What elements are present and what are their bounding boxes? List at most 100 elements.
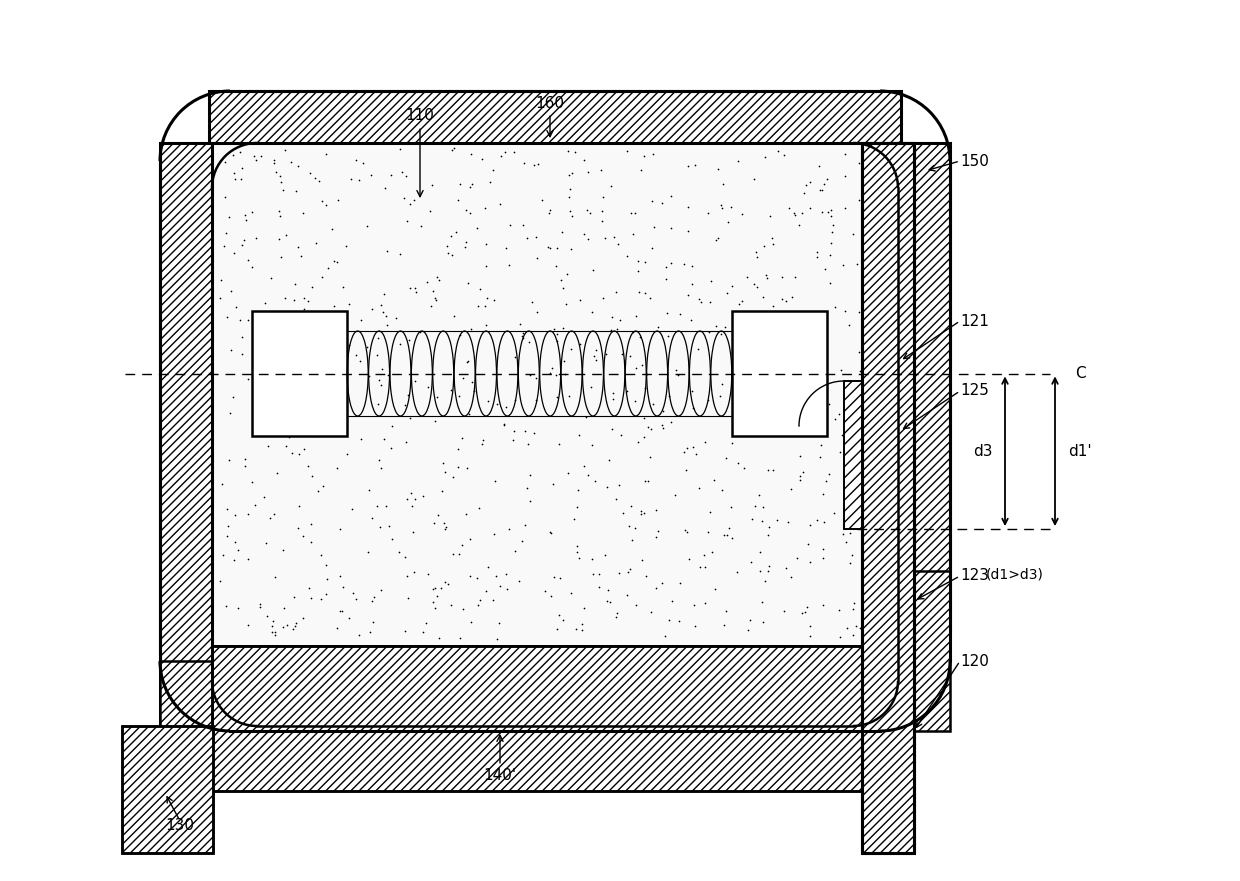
Point [677, 200, 697, 214]
Point [675, 445, 694, 459]
Point [820, 397, 839, 411]
Point [641, 422, 661, 436]
Point [288, 342, 308, 356]
Point [376, 500, 396, 514]
Point [476, 299, 496, 313]
Point [460, 180, 480, 194]
Point [365, 590, 384, 604]
Point [326, 424, 346, 438]
Point [578, 165, 598, 179]
Point [436, 521, 456, 535]
Point [312, 311, 332, 325]
Point [833, 258, 853, 272]
Point [800, 555, 820, 569]
Point [427, 589, 446, 603]
Point [794, 322, 813, 337]
Point [640, 450, 660, 464]
Point [425, 601, 445, 615]
Point [733, 206, 753, 220]
Point [729, 297, 749, 311]
Point [422, 299, 441, 313]
Point [872, 587, 892, 601]
Point [219, 453, 239, 467]
Point [394, 191, 414, 205]
Point [391, 143, 410, 157]
Point [773, 292, 792, 306]
Point [224, 166, 244, 180]
Point [419, 204, 439, 218]
Point [458, 355, 477, 369]
Point [579, 468, 599, 482]
Point [490, 616, 510, 630]
Point [610, 313, 630, 327]
Point [528, 157, 548, 171]
Point [371, 520, 391, 534]
Point [634, 411, 653, 425]
Point [560, 204, 580, 218]
Point [337, 447, 357, 461]
Point [498, 522, 518, 536]
Point [781, 570, 801, 584]
Point [252, 364, 272, 378]
Point [842, 404, 862, 418]
Point [642, 241, 662, 255]
Point [682, 384, 702, 398]
Point [635, 381, 655, 396]
Point [568, 484, 588, 498]
Point [807, 245, 827, 259]
Point [226, 508, 246, 522]
Point [277, 618, 296, 633]
Point [706, 319, 725, 333]
Point [402, 499, 422, 513]
Point [698, 206, 718, 220]
Point [831, 445, 851, 459]
Point [470, 593, 490, 607]
Point [712, 483, 732, 497]
Point [644, 397, 663, 411]
Text: 123: 123 [960, 568, 990, 583]
Point [275, 143, 295, 157]
Point [370, 374, 389, 388]
Point [808, 411, 828, 425]
Point [743, 512, 763, 526]
Point [232, 238, 252, 252]
Point [496, 241, 516, 255]
Point [224, 553, 244, 567]
Point [326, 621, 346, 635]
Point [312, 426, 332, 440]
Bar [898, 143, 950, 631]
Point [443, 248, 463, 263]
Point [246, 498, 265, 512]
Point [254, 490, 274, 504]
Point [857, 628, 877, 642]
Point [285, 340, 305, 354]
Point [880, 506, 900, 520]
Point [562, 209, 582, 223]
Point [425, 292, 445, 307]
Point [232, 347, 252, 361]
Point [254, 296, 274, 310]
Point [250, 149, 270, 163]
Point [593, 214, 613, 228]
Point [547, 241, 567, 255]
Bar [732, 311, 827, 436]
Point [242, 260, 262, 274]
Point [676, 463, 696, 478]
Point [362, 511, 382, 525]
Point [417, 616, 436, 630]
Point [399, 411, 419, 426]
Point [334, 580, 353, 594]
Point [708, 231, 728, 245]
Point [808, 159, 828, 174]
Point [646, 503, 666, 517]
Point [574, 153, 594, 167]
Point [836, 304, 856, 318]
Point [635, 255, 655, 270]
Point [513, 330, 533, 344]
Point [678, 224, 698, 238]
Point [877, 438, 897, 452]
Point [246, 319, 265, 333]
Point [699, 505, 719, 519]
Point [691, 295, 711, 309]
Point [513, 326, 533, 340]
